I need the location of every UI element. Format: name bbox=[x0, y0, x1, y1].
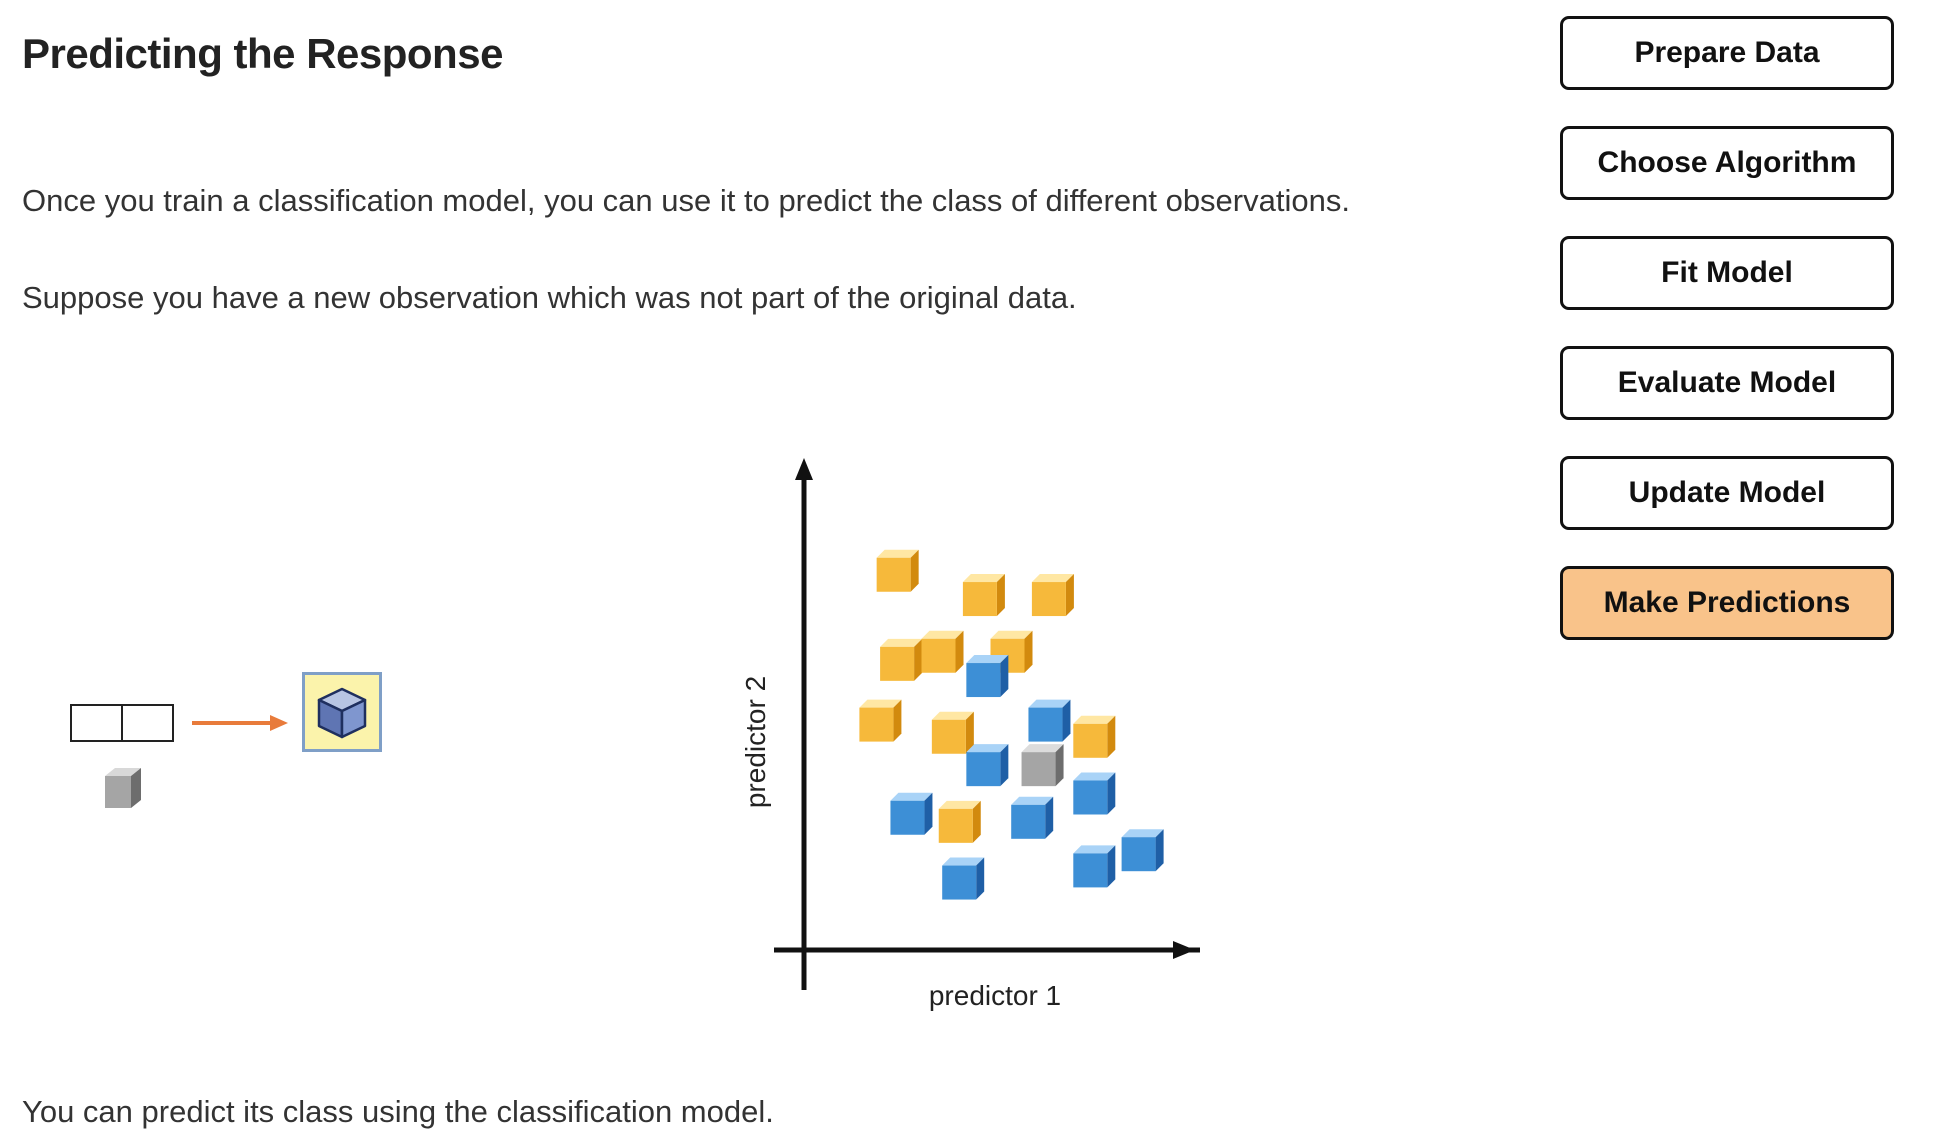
points-layer bbox=[859, 549, 1164, 900]
blue-cube-point bbox=[966, 744, 1009, 787]
choose-algorithm-button[interactable]: Choose Algorithm bbox=[1560, 126, 1894, 200]
scatter-chart: predictor 1 predictor 2 bbox=[740, 458, 1200, 1011]
new-observation-paragraph: Suppose you have a new observation which… bbox=[22, 280, 1077, 315]
blue-cube-point bbox=[1073, 845, 1116, 888]
gray-cube-icon bbox=[105, 768, 141, 808]
right-arrow-icon bbox=[192, 715, 288, 731]
yellow-cube-point bbox=[876, 549, 919, 592]
model-icon-box bbox=[302, 672, 382, 752]
evaluate-model-button[interactable]: Evaluate Model bbox=[1560, 346, 1894, 420]
input-slot bbox=[70, 704, 123, 742]
yellow-cube-point bbox=[1073, 715, 1116, 758]
blue-cube-point bbox=[1011, 796, 1054, 839]
yellow-cube-point bbox=[931, 711, 974, 754]
make-predictions-button[interactable]: Make Predictions bbox=[1560, 566, 1894, 640]
blue-cube-point bbox=[942, 857, 985, 900]
page-title: Predicting the Response bbox=[22, 30, 503, 77]
gray-cube-point bbox=[1021, 744, 1064, 787]
yellow-cube-point bbox=[859, 699, 902, 742]
yellow-cube-point bbox=[880, 638, 923, 681]
blue-cube-point bbox=[1121, 829, 1164, 872]
blue-cube-point bbox=[966, 655, 1009, 698]
yellow-cube-point bbox=[938, 800, 981, 843]
prediction-paragraph: You can predict its class using the clas… bbox=[22, 1094, 774, 1129]
x-axis-label: predictor 1 bbox=[929, 980, 1061, 1011]
yellow-cube-point bbox=[962, 574, 1005, 617]
input-slot bbox=[121, 704, 174, 742]
yellow-cube-point bbox=[1031, 574, 1074, 617]
intro-paragraph: Once you train a classification model, y… bbox=[22, 183, 1350, 218]
model-cube-icon bbox=[317, 687, 367, 739]
fit-model-button[interactable]: Fit Model bbox=[1560, 236, 1894, 310]
y-axis-label: predictor 2 bbox=[740, 676, 771, 808]
blue-cube-point bbox=[890, 792, 933, 835]
prepare-data-button[interactable]: Prepare Data bbox=[1560, 16, 1894, 90]
blue-cube-point bbox=[1073, 772, 1116, 815]
blue-cube-point bbox=[1028, 699, 1071, 742]
yellow-cube-point bbox=[921, 630, 964, 673]
update-model-button[interactable]: Update Model bbox=[1560, 456, 1894, 530]
step-navigation: Prepare Data Choose Algorithm Fit Model … bbox=[1560, 16, 1894, 676]
